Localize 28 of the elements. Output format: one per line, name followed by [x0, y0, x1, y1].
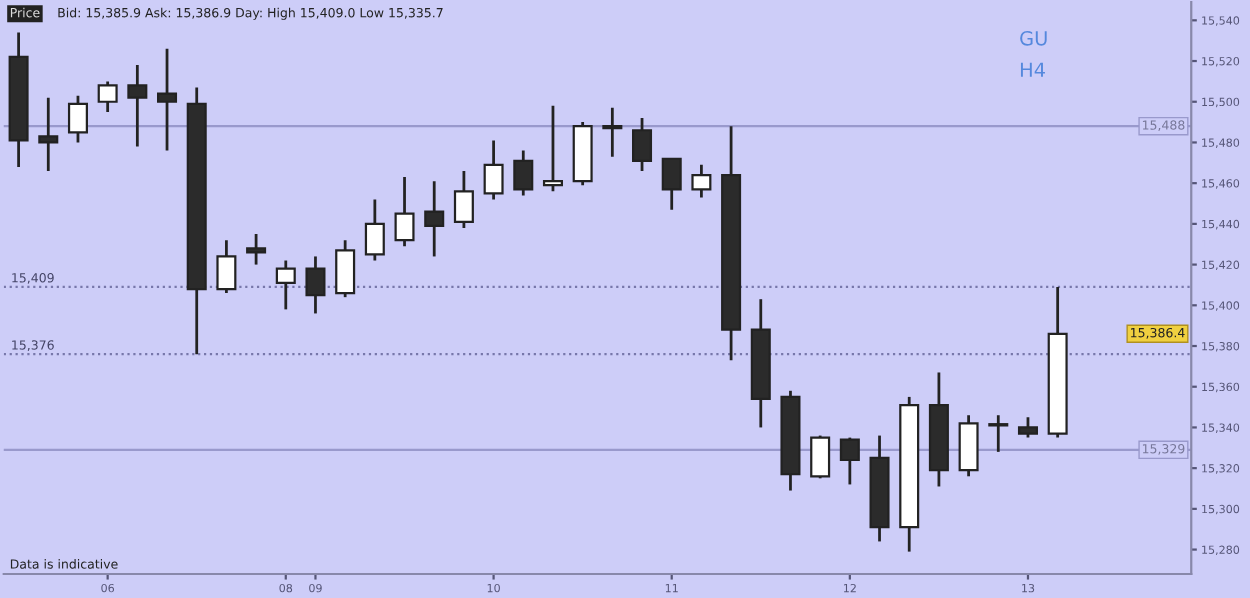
candlestick [216, 238, 237, 295]
candlestick [839, 436, 860, 486]
candlestick [988, 413, 1009, 454]
candlestick [335, 238, 356, 299]
candlestick [661, 157, 682, 212]
candlestick [127, 63, 148, 148]
candlestick [632, 116, 653, 173]
candlestick [394, 175, 415, 248]
candlestick [513, 149, 534, 197]
candlestick [157, 47, 178, 152]
candlestick [483, 139, 504, 201]
candlestick [602, 106, 623, 159]
candlestick [453, 169, 474, 230]
candlestick [424, 179, 445, 258]
candlestick [67, 94, 88, 144]
candlestick [364, 198, 385, 262]
candlestick [691, 163, 712, 199]
candlestick [810, 434, 831, 480]
candlestick [958, 413, 979, 478]
candlestick [246, 232, 267, 266]
candlestick [542, 104, 563, 193]
candlestick [38, 96, 59, 173]
text: H4 [1020, 62, 1045, 77]
candlestick [97, 80, 118, 114]
text: GU [1020, 30, 1047, 46]
candlestick [1017, 415, 1038, 440]
candlestick [275, 259, 296, 311]
candlestick [305, 255, 326, 315]
